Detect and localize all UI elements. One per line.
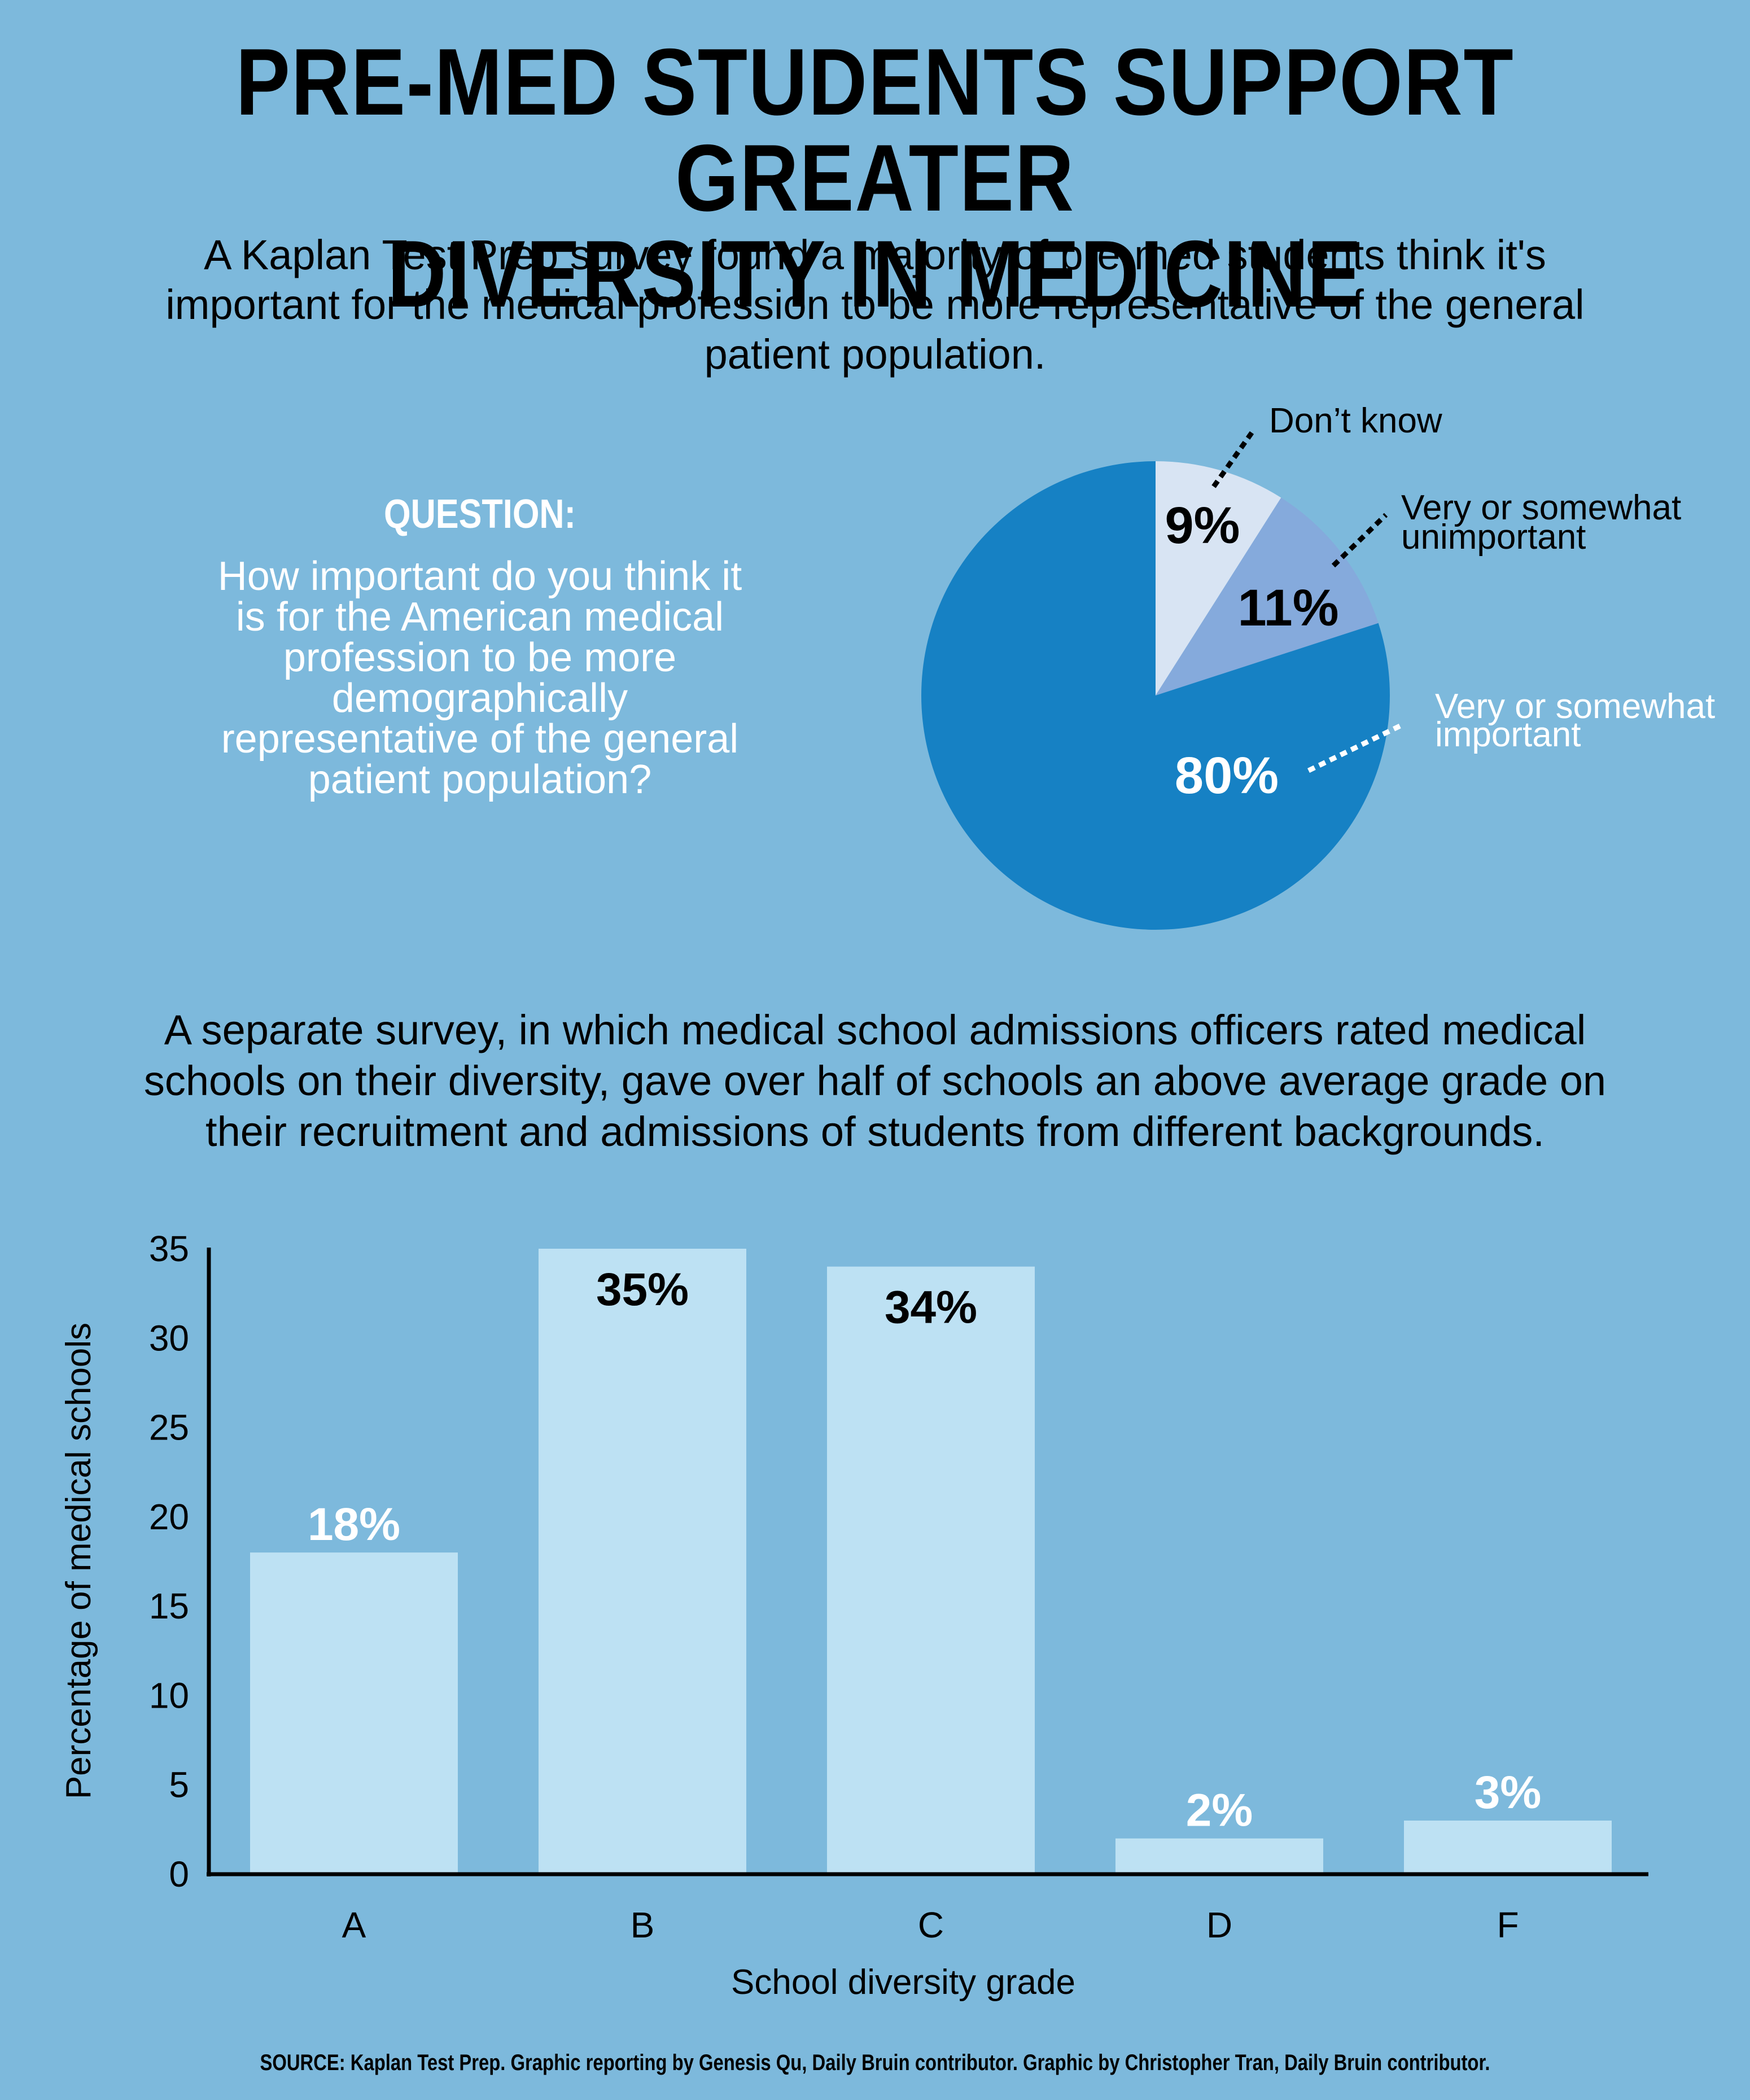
bar-f xyxy=(1404,1821,1612,1874)
bar-a xyxy=(250,1552,458,1874)
bar-c xyxy=(827,1266,1035,1874)
bar-d xyxy=(1115,1838,1323,1874)
intro-line-1: A Kaplan Test Prep survey found a majori… xyxy=(204,231,1546,278)
intro-line-2: important for the medical profession to … xyxy=(165,281,1585,328)
pie-slice-unimportant xyxy=(1156,497,1379,695)
question-line: is for the American medical xyxy=(235,594,724,640)
question-line: representative of the general xyxy=(221,716,739,762)
y-tick-label: 30 xyxy=(149,1318,189,1358)
page-title: PRE-MED STUDENTS SUPPORT GREATER DIVERSI… xyxy=(123,34,1628,322)
x-tick-label: B xyxy=(631,1905,655,1945)
intro-line-3: patient population. xyxy=(704,331,1046,378)
x-tick-label: D xyxy=(1206,1905,1232,1945)
source-credit: SOURCE: Kaplan Test Prep. Graphic report… xyxy=(260,2050,1490,2075)
question-line: demographically xyxy=(331,676,628,721)
survey2-line-3: their recruitment and admissions of stud… xyxy=(205,1108,1545,1155)
pie-category-label: Very or somewhat xyxy=(1435,687,1715,726)
y-tick-label: 35 xyxy=(149,1228,189,1269)
survey2-line-2: schools on their diversity, gave over ha… xyxy=(143,1057,1607,1104)
bar-value-label: 35% xyxy=(596,1264,689,1315)
x-axis-label: School diversity grade xyxy=(731,1963,1075,2002)
x-tick-label: C xyxy=(918,1905,944,1945)
pie-slice-important xyxy=(921,461,1390,930)
pie-value-label: 80% xyxy=(1175,747,1279,804)
pie-value-label: 9% xyxy=(1165,497,1240,554)
pie-category-label: Very or somewhat xyxy=(1401,488,1681,527)
bar-value-label: 2% xyxy=(1186,1785,1253,1836)
survey2-text: A separate survey, in which medical scho… xyxy=(56,1005,1694,1157)
leader-line-important xyxy=(1307,723,1402,773)
pie-category-label: Don’t know xyxy=(1269,401,1442,440)
pie-category-label: unimportant xyxy=(1401,518,1586,557)
title-line-1: PRE-MED STUDENTS SUPPORT GREATER xyxy=(235,29,1515,231)
y-axis-label: Percentage of medical schools xyxy=(59,1323,98,1799)
question-line: patient population? xyxy=(308,757,652,802)
title-line-2: DIVERSITY IN MEDICINE xyxy=(387,221,1363,327)
y-tick-label: 5 xyxy=(169,1765,189,1805)
y-tick-label: 0 xyxy=(169,1854,189,1895)
pie-category-label: important xyxy=(1435,715,1581,754)
x-tick-label: F xyxy=(1497,1905,1519,1945)
pie-value-label: 11% xyxy=(1237,579,1338,637)
question-line: How important do you think it xyxy=(217,554,742,599)
pie-slice-dont-know xyxy=(1156,461,1281,695)
bar-value-label: 18% xyxy=(308,1499,400,1550)
intro-text: A Kaplan Test Prep survey found a majori… xyxy=(68,230,1682,379)
question-label: QUESTION: xyxy=(383,492,576,537)
bar-b xyxy=(539,1249,746,1874)
y-tick-label: 10 xyxy=(149,1675,189,1716)
y-tick-label: 15 xyxy=(149,1586,189,1626)
y-tick-label: 20 xyxy=(149,1497,189,1537)
leader-line-unimportant xyxy=(1331,513,1388,568)
question-text: How important do you think it is for the… xyxy=(169,556,790,800)
survey2-line-1: A separate survey, in which medical scho… xyxy=(164,1007,1586,1053)
bar-value-label: 34% xyxy=(885,1282,977,1333)
x-tick-label: A xyxy=(342,1905,366,1945)
question-line: profession to be more xyxy=(283,635,677,680)
bar-value-label: 3% xyxy=(1475,1767,1542,1818)
pie-chart: 9% 11% 80% Don’t know Very or somewhat u… xyxy=(921,401,1715,930)
y-tick-label: 25 xyxy=(149,1407,189,1448)
